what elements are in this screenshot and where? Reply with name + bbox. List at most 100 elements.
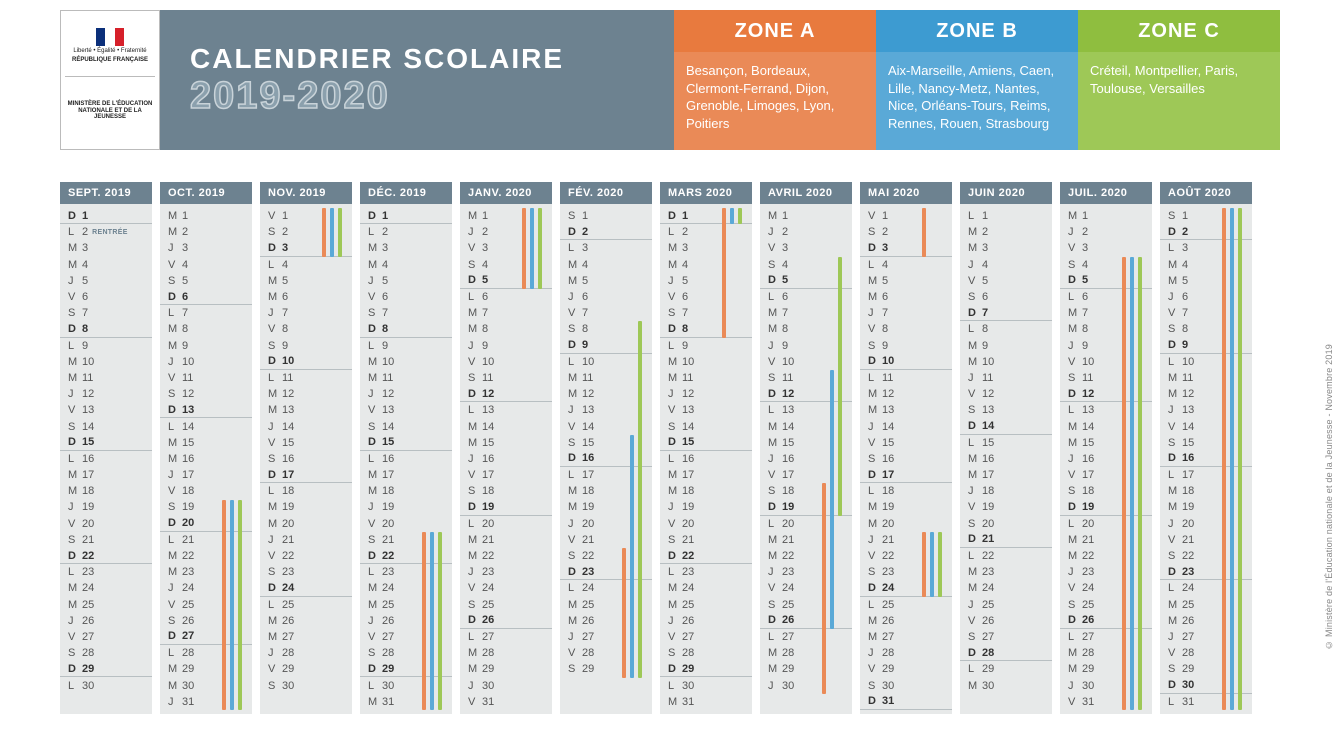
- day-number: 26: [82, 615, 94, 627]
- day-number: 1: [682, 210, 688, 222]
- day-cell: V5: [960, 273, 1052, 289]
- day-number: 9: [182, 340, 188, 352]
- day-weekday: M: [468, 421, 482, 433]
- day-cell: L16: [660, 451, 752, 467]
- day-number: 29: [982, 663, 994, 675]
- day-number: 15: [982, 437, 994, 449]
- day-number: 13: [782, 404, 794, 416]
- day-weekday: S: [868, 680, 882, 692]
- day-number: 6: [382, 291, 388, 303]
- day-weekday: M: [968, 226, 982, 238]
- month-col: MAI 2020V1S2D3L4M5M6J7V8S9D10L11M12M13J1…: [860, 182, 952, 714]
- day-number: 14: [282, 421, 294, 433]
- day-cell: S11: [460, 370, 552, 386]
- day-weekday: D: [1168, 452, 1182, 464]
- day-number: 25: [482, 599, 494, 611]
- day-weekday: D: [268, 242, 282, 254]
- logo-motto: Liberté • Égalité • Fraternité: [73, 48, 146, 55]
- day-number: 12: [782, 388, 794, 400]
- day-weekday: M: [168, 550, 182, 562]
- day-number: 7: [682, 307, 688, 319]
- day-cell: M8: [1060, 321, 1152, 337]
- day-number: 25: [1082, 599, 1094, 611]
- day-number: 5: [682, 275, 688, 287]
- day-weekday: M: [568, 259, 582, 271]
- day-weekday: M: [968, 340, 982, 352]
- day-weekday: S: [568, 663, 582, 675]
- day-number: 29: [282, 663, 294, 675]
- day-weekday: J: [968, 599, 982, 611]
- day-weekday: M: [1168, 599, 1182, 611]
- day-cell: S15: [560, 435, 652, 451]
- day-weekday: V: [868, 210, 882, 222]
- day-number: 12: [882, 388, 894, 400]
- day-cell: D5: [460, 273, 552, 289]
- day-number: 17: [582, 469, 594, 481]
- day-number: 9: [682, 340, 688, 352]
- day-weekday: V: [368, 518, 382, 530]
- day-number: 26: [582, 615, 594, 627]
- day-cell: M22: [760, 548, 852, 564]
- header: Liberté • Égalité • Fraternité RÉPUBLIQU…: [0, 0, 1340, 160]
- day-cell: M24: [360, 580, 452, 596]
- day-weekday: J: [468, 453, 482, 465]
- day-cell: V29: [860, 661, 952, 677]
- day-number: 14: [882, 421, 894, 433]
- day-weekday: J: [368, 501, 382, 513]
- day-weekday: M: [1168, 615, 1182, 627]
- day-cell: M1: [460, 208, 552, 224]
- day-cell: D16: [560, 451, 652, 467]
- day-cell: M26: [860, 613, 952, 629]
- day-weekday: S: [68, 534, 82, 546]
- day-weekday: L: [868, 485, 882, 497]
- day-weekday: J: [168, 696, 182, 708]
- logo-ministry: MINISTÈRE DE L'ÉDUCATION NATIONALE ET DE…: [65, 77, 155, 145]
- day-number: 19: [682, 501, 694, 513]
- day-weekday: M: [768, 421, 782, 433]
- day-cell: L27: [1060, 629, 1152, 645]
- day-weekday: V: [268, 210, 282, 222]
- day-number: 12: [482, 388, 494, 400]
- calendar-grid: SEPT. 2019D1L2RENTRÉEM3M4J5V6S7D8L9M10M1…: [0, 160, 1340, 714]
- day-cell: J21: [860, 532, 952, 548]
- day-cell: S9: [260, 338, 352, 354]
- day-number: 28: [682, 647, 694, 659]
- day-weekday: D: [868, 695, 882, 707]
- day-cell: J18: [960, 483, 1052, 499]
- day-weekday: L: [768, 404, 782, 416]
- day-number: 14: [1082, 421, 1094, 433]
- day-weekday: J: [468, 566, 482, 578]
- day-cell: S6: [960, 289, 1052, 305]
- month-col: JUIN 2020L1M2M3J4V5S6D7L8M9M10J11V12S13D…: [960, 182, 1052, 714]
- day-number: 19: [482, 501, 494, 513]
- day-cell: M16: [160, 451, 252, 467]
- day-number: 18: [882, 485, 894, 497]
- day-weekday: V: [1068, 582, 1082, 594]
- day-cell: S22: [560, 548, 652, 564]
- day-number: 13: [482, 404, 494, 416]
- day-cell: J31: [160, 694, 252, 710]
- day-weekday: M: [168, 453, 182, 465]
- day-number: 6: [782, 291, 788, 303]
- day-number: 21: [682, 534, 694, 546]
- day-number: 5: [182, 275, 188, 287]
- day-weekday: J: [468, 226, 482, 238]
- day-weekday: M: [768, 437, 782, 449]
- day-cell: S2: [260, 224, 352, 240]
- day-cell: M2: [960, 224, 1052, 240]
- day-number: 21: [782, 534, 794, 546]
- month-col: SEPT. 2019D1L2RENTRÉEM3M4J5V6S7D8L9M10M1…: [60, 182, 152, 714]
- day-cell: M12: [1160, 386, 1252, 402]
- day-weekday: V: [668, 291, 682, 303]
- day-cell: L30: [660, 677, 752, 693]
- day-cell: S4: [1060, 257, 1152, 273]
- zone-head-b: ZONE B: [876, 10, 1078, 52]
- day-weekday: L: [468, 518, 482, 530]
- day-number: 13: [682, 404, 694, 416]
- day-weekday: V: [68, 291, 82, 303]
- day-cell: M11: [560, 370, 652, 386]
- day-cell: V3: [1060, 240, 1152, 256]
- day-weekday: D: [1068, 614, 1082, 626]
- day-cell: V6: [660, 289, 752, 305]
- day-weekday: D: [368, 436, 382, 448]
